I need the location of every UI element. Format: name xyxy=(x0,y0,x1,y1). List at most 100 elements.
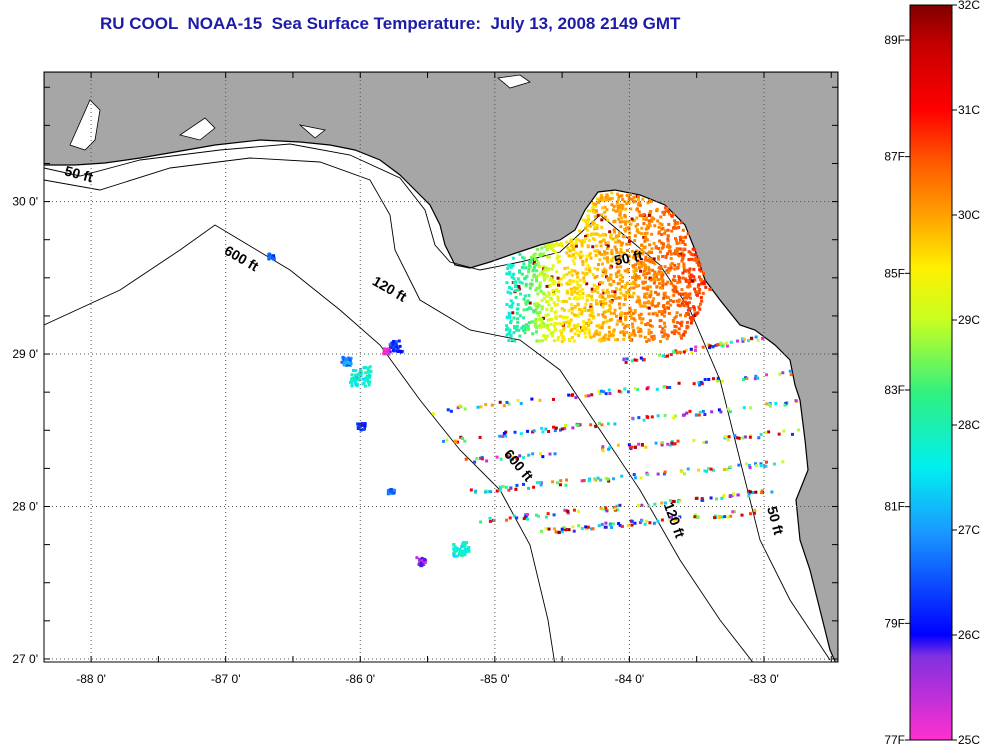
sst-pixel xyxy=(366,380,370,384)
sst-pixel xyxy=(687,295,691,299)
sst-pixel xyxy=(527,293,531,297)
sst-pixel xyxy=(560,244,564,248)
sst-pixel xyxy=(571,426,575,430)
sst-pixel xyxy=(589,302,593,306)
sst-pixel xyxy=(555,288,559,292)
sst-pixel xyxy=(594,424,598,428)
sst-pixel xyxy=(524,323,528,327)
sst-pixel xyxy=(590,287,594,291)
sst-pixel xyxy=(589,311,593,315)
sst-pixel xyxy=(703,413,707,417)
sst-pixel xyxy=(363,384,367,388)
sst-pixel xyxy=(646,300,650,304)
sst-pixel xyxy=(617,281,621,285)
sst-pixel xyxy=(672,519,676,523)
sst-pixel xyxy=(358,424,362,428)
sst-pixel xyxy=(614,272,618,276)
sst-pixel xyxy=(583,328,587,332)
sst-pixel xyxy=(653,502,657,506)
sst-pixel xyxy=(721,344,725,348)
sst-pixel xyxy=(538,284,542,288)
sst-pixel xyxy=(641,286,645,290)
sst-pixel xyxy=(536,261,540,265)
sst-pixel xyxy=(602,338,606,342)
sst-pixel xyxy=(599,244,603,248)
sst-pixel xyxy=(541,455,545,459)
sst-pixel xyxy=(474,491,478,495)
sst-pixel xyxy=(587,331,591,335)
sst-pixel xyxy=(600,196,604,200)
sst-pixel xyxy=(368,365,372,369)
sst-pixel xyxy=(700,497,704,501)
sst-pixel xyxy=(636,222,640,226)
sst-pixel xyxy=(638,260,642,264)
sst-pixel xyxy=(663,210,667,214)
sst-pixel xyxy=(621,330,625,334)
sst-pixel xyxy=(673,442,677,446)
sst-pixel xyxy=(668,385,672,389)
sst-pixel xyxy=(727,435,731,439)
sst-pixel xyxy=(587,328,591,332)
sst-pixel xyxy=(544,337,548,341)
sst-pixel xyxy=(621,235,625,239)
sst-pixel xyxy=(538,481,542,485)
sst-pixel xyxy=(749,336,753,340)
sst-pixel xyxy=(504,434,508,438)
sst-pixel xyxy=(630,249,634,253)
sst-pixel xyxy=(663,332,667,336)
sst-pixel xyxy=(653,270,657,274)
sst-pixel xyxy=(710,410,714,414)
sst-pixel xyxy=(583,331,587,335)
sst-pixel xyxy=(594,299,598,303)
sst-pixel xyxy=(546,313,550,317)
sst-pixel xyxy=(527,264,531,268)
sst-pixel xyxy=(540,305,544,309)
sst-pixel xyxy=(534,323,538,327)
sst-pixel xyxy=(640,243,644,247)
sst-pixel xyxy=(507,311,511,315)
sst-pixel xyxy=(394,349,398,353)
sst-pixel xyxy=(518,454,522,458)
sst-pixel xyxy=(606,309,610,313)
sst-pixel xyxy=(586,245,590,249)
sst-pixel xyxy=(609,333,613,337)
sst-pixel xyxy=(553,429,557,433)
sst-pixel xyxy=(607,337,611,341)
sst-pixel xyxy=(603,315,607,319)
sst-pixel xyxy=(687,258,691,262)
sst-pixel xyxy=(702,440,706,444)
sst-pixel xyxy=(721,495,725,499)
sst-pixel xyxy=(609,236,613,240)
sst-pixel xyxy=(671,288,675,292)
sst-pixel xyxy=(600,225,604,229)
sst-pixel xyxy=(697,381,701,385)
sst-pixel xyxy=(613,308,617,312)
sst-pixel xyxy=(686,279,690,283)
sst-pixel xyxy=(615,322,619,326)
sst-pixel xyxy=(592,334,596,338)
sst-pixel xyxy=(657,310,661,314)
sst-pixel xyxy=(604,476,608,480)
sst-pixel xyxy=(499,489,503,493)
sst-pixel xyxy=(735,339,739,343)
sst-pixel xyxy=(565,240,569,244)
sst-pixel xyxy=(719,341,723,345)
sst-pixel xyxy=(640,265,644,269)
sst-pixel xyxy=(587,238,591,242)
lon-tick-label: -87 0' xyxy=(211,672,241,686)
sst-pixel xyxy=(574,240,578,244)
sst-pixel xyxy=(585,257,589,261)
sst-pixel xyxy=(692,382,696,386)
sst-pixel xyxy=(534,276,538,280)
sst-pixel xyxy=(648,250,652,254)
sst-pixel xyxy=(628,336,632,340)
sst-pixel xyxy=(268,254,272,258)
sst-pixel xyxy=(571,259,575,263)
sst-pixel xyxy=(351,368,355,372)
sst-pixel xyxy=(550,278,554,282)
sst-pixel xyxy=(606,241,610,245)
sst-pixel xyxy=(507,488,511,492)
sst-pixel xyxy=(597,323,601,327)
sst-pixel xyxy=(629,314,633,318)
sst-pixel xyxy=(653,224,657,228)
